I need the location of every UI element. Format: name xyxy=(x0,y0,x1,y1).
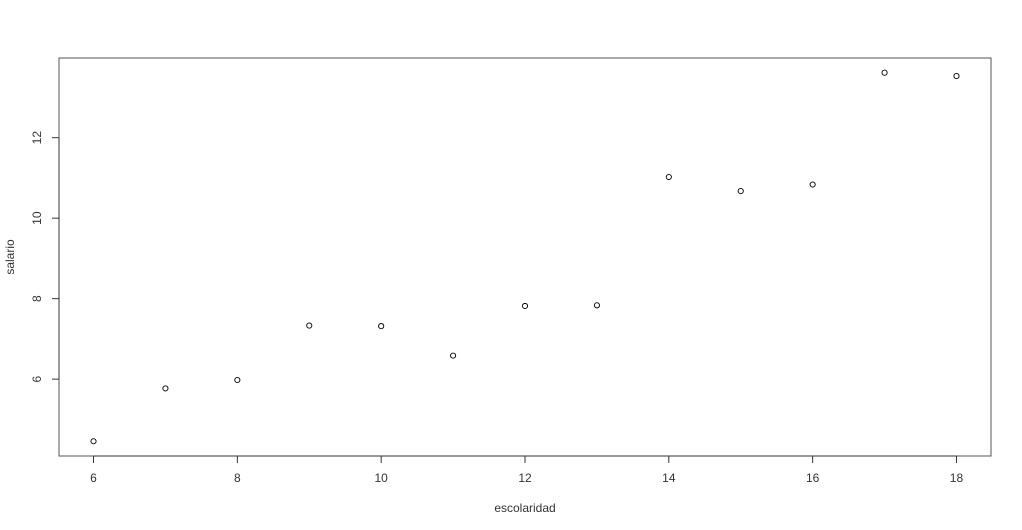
plot-box xyxy=(58,57,992,457)
data-point xyxy=(665,173,672,181)
data-point xyxy=(737,188,744,195)
x-tick-label: 10 xyxy=(374,471,388,485)
data-point xyxy=(90,438,97,445)
data-point xyxy=(521,302,529,310)
data-point xyxy=(953,73,960,80)
y-axis: 6 8 10 12 xyxy=(30,131,60,382)
x-tick-label: 8 xyxy=(234,471,241,485)
x-tick-label: 14 xyxy=(662,471,676,485)
x-axis-label: escolaridad xyxy=(494,501,555,515)
y-tick-label: 10 xyxy=(30,211,44,225)
data-point xyxy=(378,323,385,330)
y-tick-label: 6 xyxy=(30,375,44,382)
points xyxy=(90,69,960,445)
data-point xyxy=(593,302,600,309)
data-point xyxy=(450,352,457,359)
x-tick-label: 12 xyxy=(518,471,532,485)
x-tick-label: 18 xyxy=(950,471,964,485)
x-tick-label: 6 xyxy=(90,471,97,485)
y-tick-label: 8 xyxy=(30,295,44,302)
x-tick-label: 16 xyxy=(806,471,820,485)
data-point xyxy=(234,376,241,384)
y-axis-label: salario xyxy=(3,239,17,275)
data-point xyxy=(809,181,816,188)
x-axis: 6 8 10 12 14 16 18 xyxy=(90,455,964,485)
data-point xyxy=(162,385,169,392)
y-tick-label: 12 xyxy=(30,131,44,145)
data-point xyxy=(306,322,313,329)
data-point xyxy=(881,69,888,76)
